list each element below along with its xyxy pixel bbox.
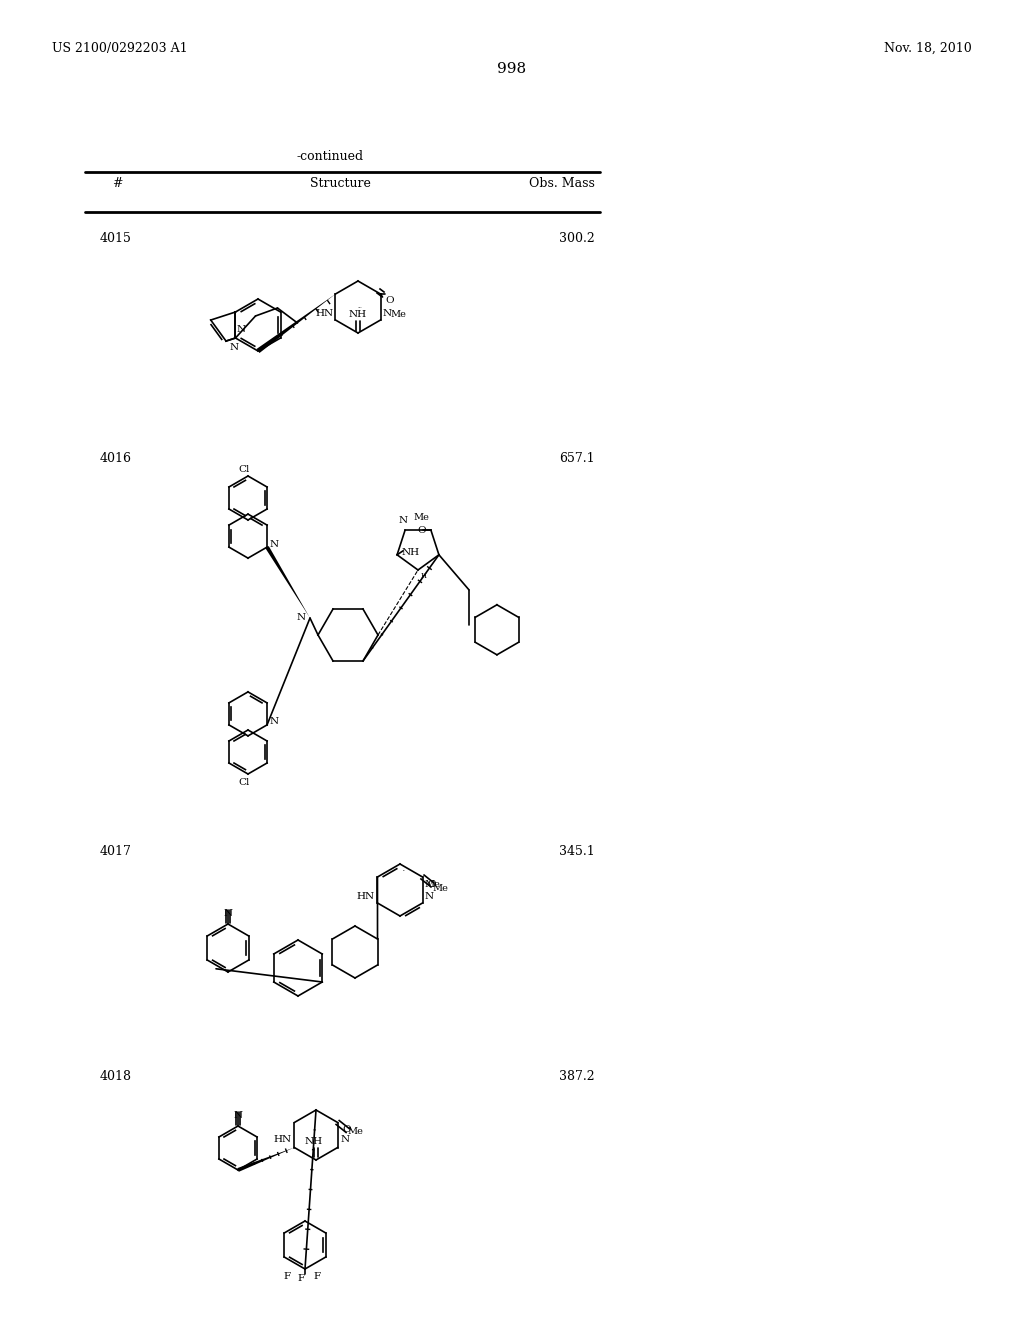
Text: Obs. Mass: Obs. Mass: [529, 177, 595, 190]
Text: H: H: [421, 572, 427, 579]
Polygon shape: [257, 294, 336, 352]
Text: #: #: [112, 177, 123, 190]
Text: O: O: [418, 525, 426, 535]
Text: N: N: [269, 717, 279, 726]
Text: Structure: Structure: [309, 177, 371, 190]
Text: 387.2: 387.2: [559, 1071, 595, 1082]
Text: 4015: 4015: [100, 232, 132, 246]
Text: Nov. 18, 2010: Nov. 18, 2010: [885, 42, 972, 55]
Text: 345.1: 345.1: [559, 845, 595, 858]
Text: HN: HN: [356, 892, 375, 902]
Text: Cl: Cl: [239, 777, 250, 787]
Text: N: N: [223, 909, 232, 917]
Text: NH: NH: [349, 310, 367, 319]
Text: NH: NH: [305, 1137, 323, 1146]
Text: N: N: [425, 892, 433, 902]
Text: US 2100/0292203 A1: US 2100/0292203 A1: [52, 42, 187, 55]
Text: N: N: [269, 540, 279, 549]
Text: F: F: [297, 1274, 304, 1283]
Text: Me: Me: [403, 870, 406, 873]
Text: 4017: 4017: [100, 845, 132, 858]
Text: 657.1: 657.1: [559, 451, 595, 465]
Text: Me: Me: [425, 880, 440, 888]
Polygon shape: [265, 546, 310, 618]
Text: F: F: [313, 1272, 321, 1280]
Text: N: N: [398, 516, 408, 525]
Text: F: F: [284, 1272, 291, 1280]
Text: O: O: [343, 1126, 351, 1134]
Text: O: O: [385, 296, 394, 305]
Text: Me: Me: [432, 884, 449, 894]
Text: O: O: [427, 880, 436, 888]
Text: Cl: Cl: [239, 465, 250, 474]
Text: 4016: 4016: [100, 451, 132, 465]
Text: Me: Me: [390, 310, 407, 319]
Text: N: N: [297, 614, 306, 623]
Text: NH: NH: [401, 548, 419, 557]
Text: Me: Me: [413, 513, 429, 523]
Text: 300.2: 300.2: [559, 232, 595, 246]
Polygon shape: [238, 1147, 294, 1172]
Text: HN: HN: [315, 309, 334, 318]
Text: N: N: [237, 325, 246, 334]
Text: HN: HN: [273, 1135, 292, 1144]
Text: 998: 998: [498, 62, 526, 77]
Text: N: N: [229, 343, 239, 352]
Text: N: N: [233, 1111, 243, 1119]
Text: Me: Me: [348, 1126, 364, 1135]
Text: N: N: [341, 1135, 350, 1144]
Text: -continued: -continued: [296, 150, 364, 162]
Text: N: N: [383, 309, 391, 318]
Text: 4018: 4018: [100, 1071, 132, 1082]
